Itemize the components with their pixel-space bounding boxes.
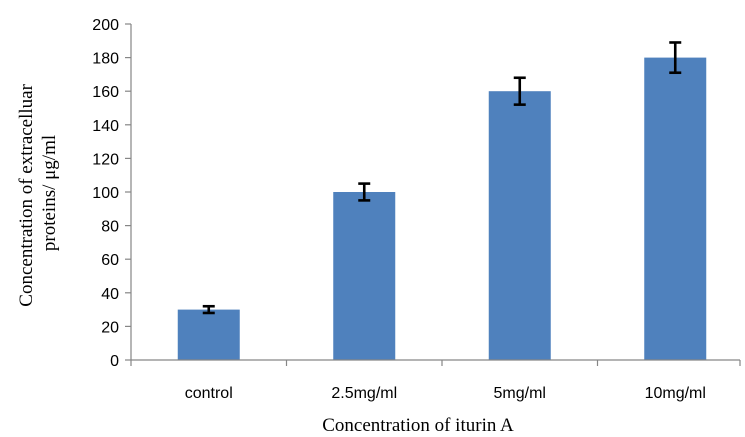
y-tick-label: 100 [92,185,119,202]
error-bars [202,41,682,315]
error-bar [358,182,371,202]
error-bar [202,304,215,315]
bar [644,57,707,360]
bar [177,309,240,360]
x-tick-label: 10mg/ml [645,385,706,402]
bar [333,192,396,360]
y-axis-title: Concentration of extracelluar proteins/ … [16,79,60,306]
y-tick-label: 60 [101,252,119,269]
y-axis-title-line-1: Concentration of extracelluar [16,83,37,306]
error-bar [513,76,526,106]
y-axis-ticks: 0 20 40 60 80 100 120 140 160 180 200 [92,17,131,370]
axes [130,24,741,366]
error-bar [669,41,682,75]
y-tick-label: 0 [110,353,119,370]
x-axis-tick-labels: control 2.5mg/ml 5mg/ml 10mg/ml [185,385,706,402]
x-tick-label: control [185,385,233,402]
bars [177,57,707,360]
y-tick-label: 160 [92,84,119,101]
y-tick-label: 40 [101,286,119,303]
x-tick-label: 2.5mg/ml [331,385,397,402]
y-axis-title-line-2: proteins/ μg/ml [39,135,60,251]
y-tick-label: 80 [101,219,119,236]
y-tick-label: 20 [101,319,119,336]
x-tick-label: 5mg/ml [494,385,546,402]
y-tick-label: 200 [92,17,119,34]
y-tick-label: 180 [92,51,119,68]
y-tick-label: 120 [92,151,119,168]
x-axis-title: Concentration of iturin A [322,415,514,436]
y-tick-label: 140 [92,118,119,135]
bar [488,91,551,360]
